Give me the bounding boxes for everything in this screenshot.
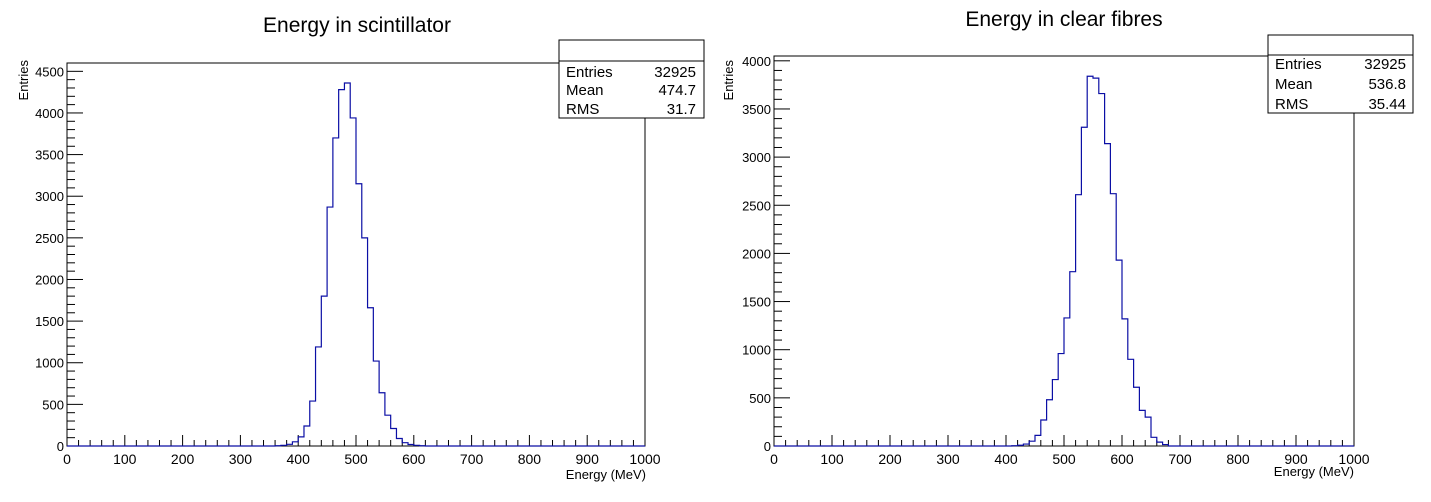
x-tick-label: 1000 bbox=[629, 451, 660, 467]
x-tick-label: 300 bbox=[936, 451, 960, 467]
x-tick-label: 900 bbox=[1284, 451, 1308, 467]
x-tick-label: 200 bbox=[171, 451, 195, 467]
stats-entries-label: Entries bbox=[1275, 56, 1322, 73]
x-tick-label: 600 bbox=[1110, 451, 1134, 467]
stats-mean-value: 536.8 bbox=[1368, 76, 1406, 93]
y-tick-label: 2500 bbox=[35, 231, 64, 246]
x-tick-label: 300 bbox=[229, 451, 253, 467]
x-tick-label: 1000 bbox=[1338, 451, 1369, 467]
y-tick-labels: 0 500 1000 1500 2000 2500 3000 3500 4000 4500 bbox=[35, 64, 64, 454]
stats-rms-value: 31.7 bbox=[667, 101, 696, 118]
x-tick-label: 800 bbox=[1226, 451, 1250, 467]
y-tick-label: 0 bbox=[57, 439, 64, 454]
stats-mean-value: 474.7 bbox=[658, 82, 696, 99]
stats-entries-value: 32925 bbox=[654, 64, 696, 81]
y-tick-label: 2000 bbox=[35, 272, 64, 287]
y-tick-label: 2500 bbox=[742, 198, 771, 213]
x-tick-label: 100 bbox=[820, 451, 844, 467]
chart-title: Energy in clear fibres bbox=[965, 8, 1162, 31]
stats-rms-label: RMS bbox=[1275, 96, 1308, 113]
x-tick-label: 800 bbox=[518, 451, 542, 467]
x-tick-label: 400 bbox=[994, 451, 1018, 467]
stats-mean-label: Mean bbox=[566, 82, 604, 99]
stats-box: Entries 32925 Mean 474.7 RMS 31.7 bbox=[558, 39, 705, 119]
panel-clear-fibres: Energy in clear fibres 0 100 200 300 400 500 6… bbox=[721, 8, 1414, 479]
y-tick-label: 4000 bbox=[742, 54, 771, 69]
x-axis-label: Energy (MeV) bbox=[1274, 464, 1354, 479]
y-tick-label: 4000 bbox=[35, 106, 64, 121]
x-tick-label: 200 bbox=[878, 451, 902, 467]
y-tick-label: 1500 bbox=[35, 314, 64, 329]
x-tick-label: 100 bbox=[113, 451, 137, 467]
y-tick-label: 1500 bbox=[742, 295, 771, 310]
x-tick-label: 700 bbox=[1168, 451, 1192, 467]
histogram-series-line bbox=[67, 82, 645, 447]
x-tick-label: 700 bbox=[460, 451, 484, 467]
x-tick-label: 0 bbox=[770, 451, 778, 467]
x-tick-label: 500 bbox=[1052, 451, 1076, 467]
stats-rms-value: 35.44 bbox=[1368, 96, 1406, 113]
y-axis-label: Entries bbox=[721, 60, 736, 101]
plot-frame bbox=[773, 55, 1355, 447]
y-tick-label: 0 bbox=[764, 439, 771, 454]
y-tick-label: 4500 bbox=[35, 64, 64, 79]
x-tick-label: 400 bbox=[287, 451, 311, 467]
axis-ticks bbox=[66, 62, 646, 447]
stats-rms-label: RMS bbox=[566, 101, 599, 118]
histogram-series-line bbox=[774, 75, 1354, 447]
x-tick-labels: 0 100 200 300 400 500 600 700 800 900 1000 bbox=[770, 451, 1370, 467]
y-axis-label: Entries bbox=[16, 60, 31, 101]
y-tick-label: 3000 bbox=[35, 189, 64, 204]
x-tick-label: 600 bbox=[402, 451, 426, 467]
x-tick-label: 0 bbox=[63, 451, 71, 467]
stats-box: Entries 32925 Mean 536.8 RMS 35.44 bbox=[1267, 34, 1414, 114]
y-tick-label: 3000 bbox=[742, 150, 771, 165]
y-tick-label: 2000 bbox=[742, 246, 771, 261]
chart-title: Energy in scintillator bbox=[263, 14, 451, 37]
panel-scintillator: Energy in scintillator 0 100 200 300 400 500 6… bbox=[16, 14, 705, 482]
y-tick-label: 500 bbox=[749, 391, 771, 406]
y-tick-label: 1000 bbox=[35, 356, 64, 371]
y-tick-label: 1000 bbox=[742, 343, 771, 358]
stats-box-frame bbox=[558, 39, 705, 119]
stats-mean-label: Mean bbox=[1275, 76, 1313, 93]
y-tick-labels: 0 500 1000 1500 2000 2500 3000 3500 4000 bbox=[742, 54, 771, 454]
x-tick-label: 500 bbox=[344, 451, 368, 467]
y-tick-label: 3500 bbox=[742, 102, 771, 117]
axis-ticks bbox=[773, 60, 1355, 447]
stats-entries-label: Entries bbox=[566, 64, 613, 81]
x-tick-labels: 0 100 200 300 400 500 600 700 800 900 1000 bbox=[63, 451, 661, 467]
x-axis-label: Energy (MeV) bbox=[566, 467, 646, 482]
y-tick-label: 3500 bbox=[35, 148, 64, 163]
stats-box-frame bbox=[1267, 34, 1414, 114]
y-tick-label: 500 bbox=[42, 397, 64, 412]
x-tick-label: 900 bbox=[576, 451, 600, 467]
stats-entries-value: 32925 bbox=[1364, 56, 1406, 73]
